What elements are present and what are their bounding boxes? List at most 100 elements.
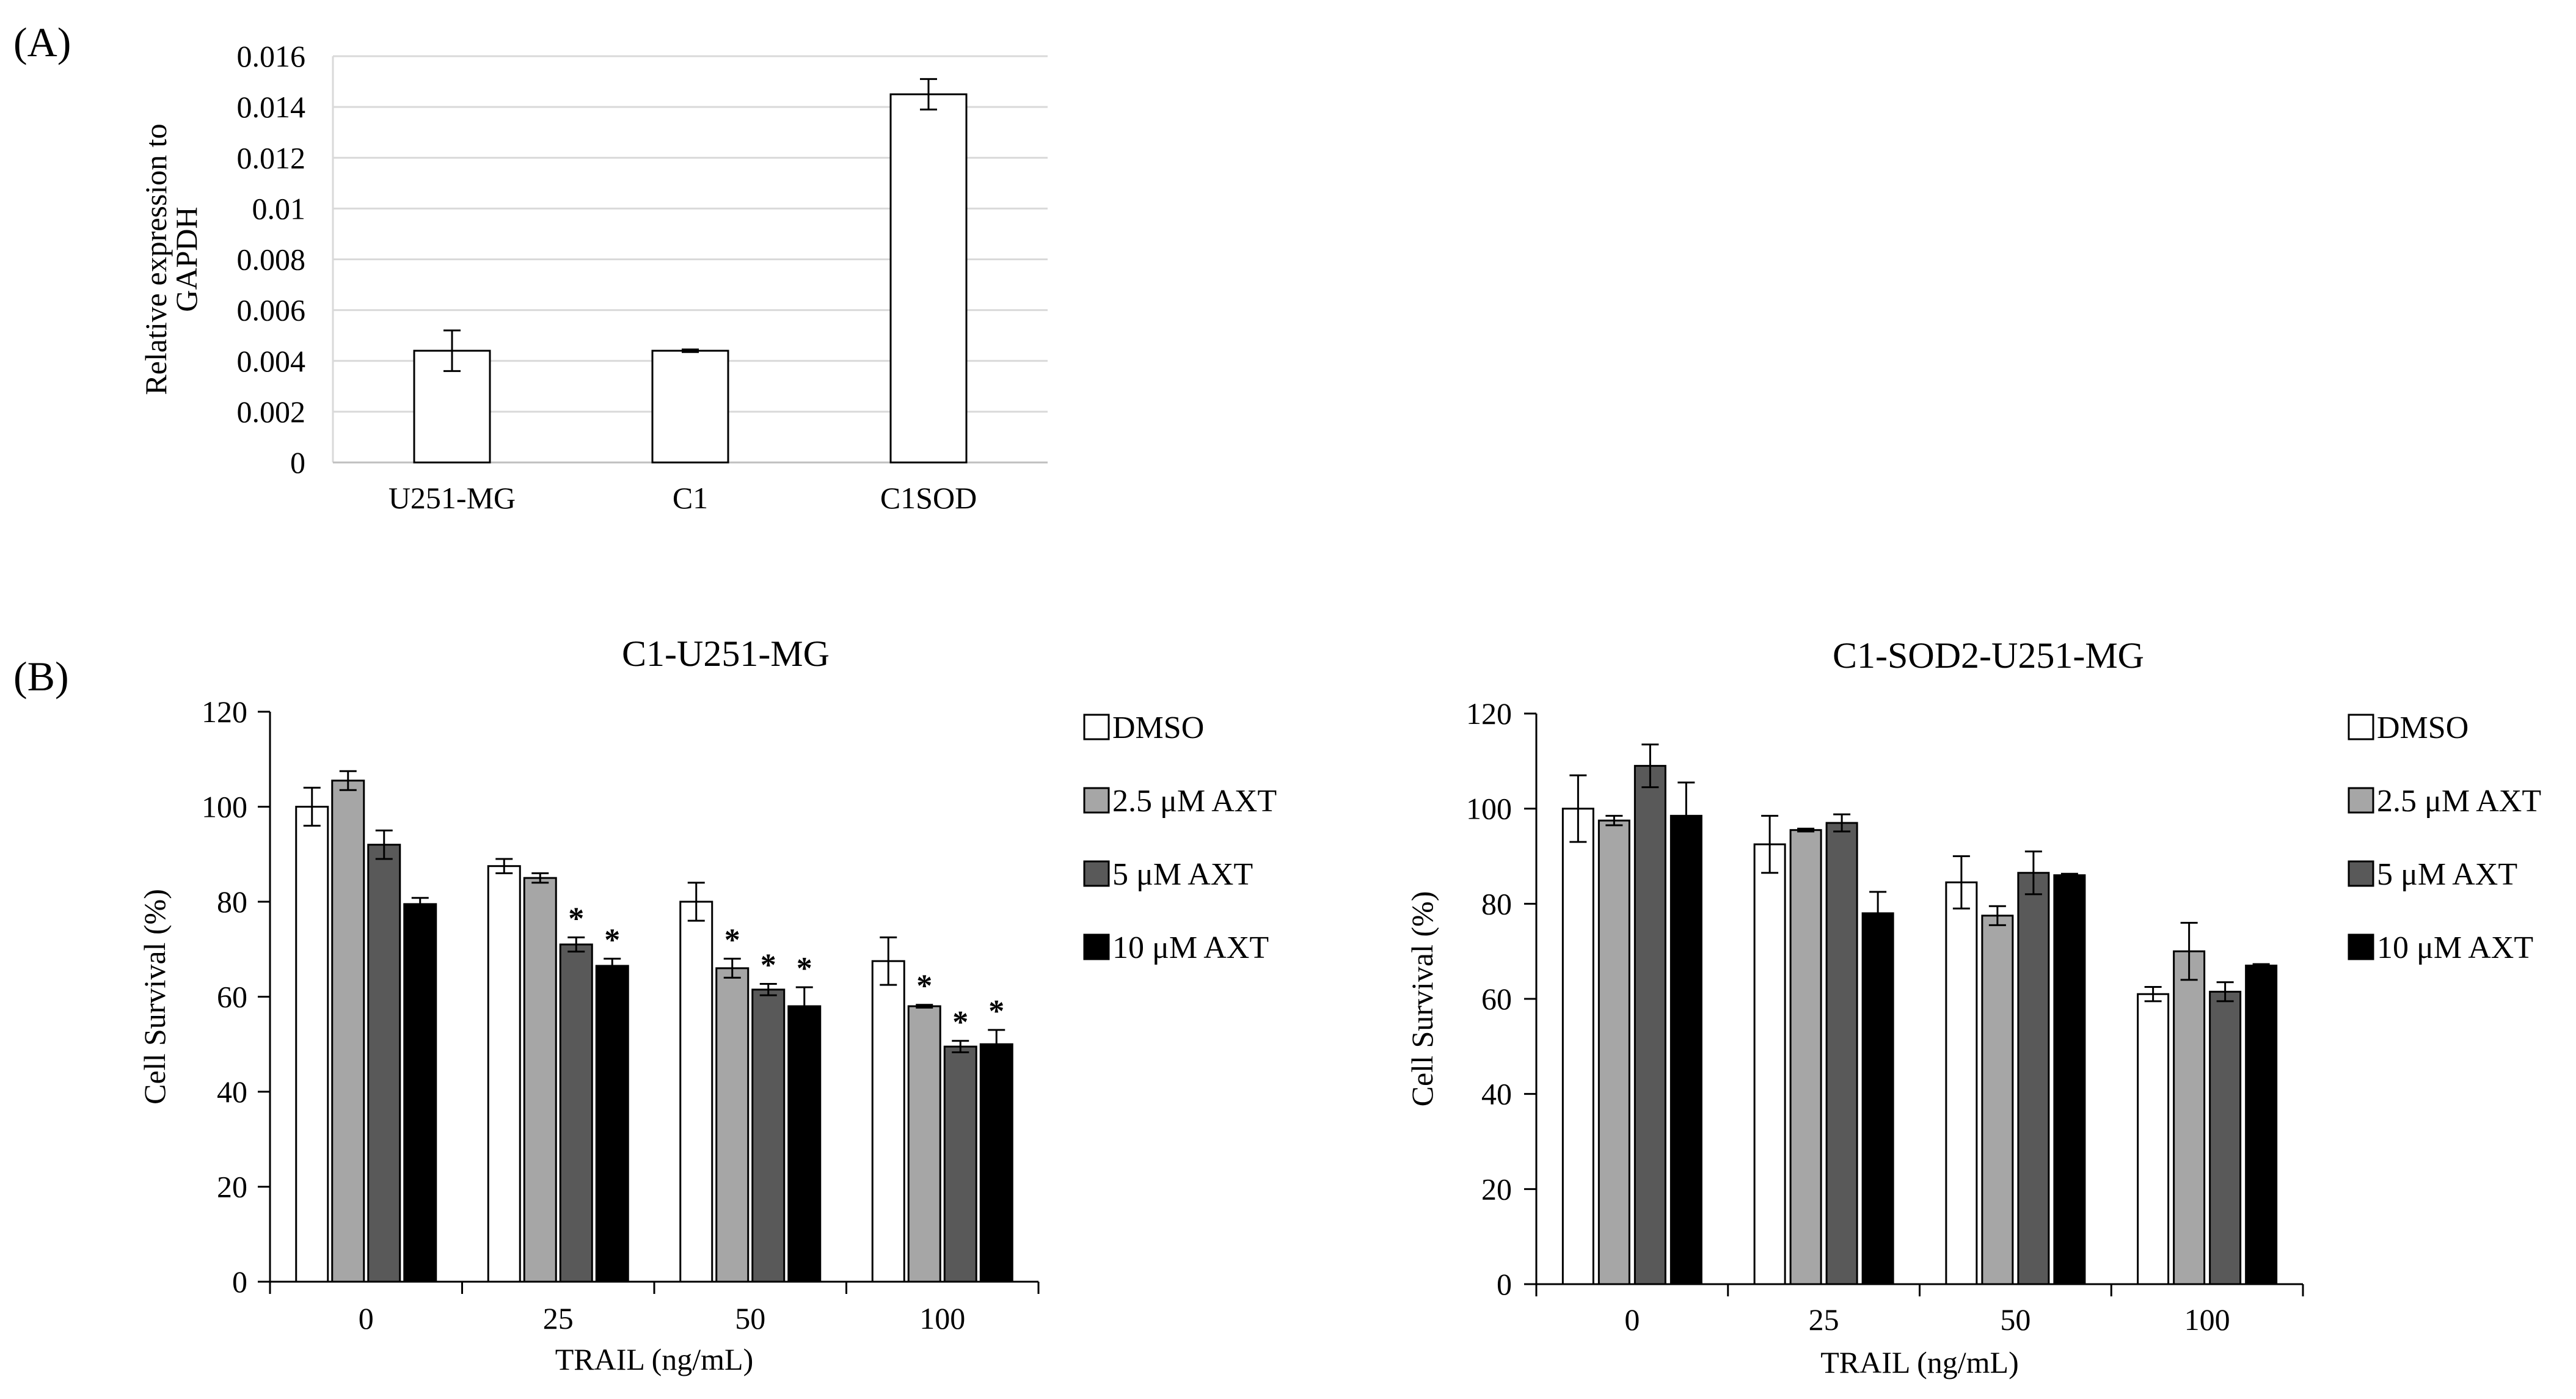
bar-2-5-m-axt-25: [1789, 829, 1822, 1285]
significance-star: *: [916, 969, 932, 1004]
chart-title: C1-U251-MG: [622, 634, 830, 674]
legend-swatch-2-5-m-axt: [1083, 787, 1110, 814]
x-category-label: 100: [2184, 1302, 2230, 1337]
bar-2-5-m-axt-0: [331, 780, 365, 1283]
legend-swatch-dmso: [1083, 714, 1110, 740]
bar-dmso-25: [487, 865, 521, 1283]
legend-label-dmso: DMSO: [2377, 710, 2468, 745]
bar-5-m-axt-25: [559, 943, 593, 1283]
legend-swatch-dmso: [2348, 714, 2374, 740]
x-category-label: 0: [359, 1301, 374, 1335]
bar-2-5-m-axt-0: [1597, 819, 1630, 1285]
bar-2-5-m-axt-25: [523, 877, 557, 1283]
legend-label-5-m-axt: 5 μM AXT: [1112, 857, 1253, 892]
bar-10-m-axt-25: [1861, 912, 1894, 1285]
y-tick-label: 40: [1481, 1077, 1512, 1111]
y-tick-label: 0: [232, 1265, 247, 1299]
significance-star: *: [604, 922, 620, 957]
y-axis-label-line: GAPDH: [169, 206, 203, 312]
chart-title: C1-SOD2-U251-MG: [1833, 635, 2144, 676]
y-tick-label: 80: [217, 885, 247, 919]
bar-5-m-axt-0: [367, 844, 401, 1283]
bar-dmso-100: [2137, 993, 2170, 1285]
bar-10-m-axt-25: [595, 965, 629, 1283]
x-category-label: C1: [673, 481, 708, 515]
significance-star: *: [761, 948, 776, 983]
bar-dmso-0: [1561, 808, 1594, 1285]
y-tick-label: 100: [202, 790, 247, 824]
bar-10-m-axt-100: [2245, 965, 2278, 1285]
bar-dmso-25: [1753, 843, 1786, 1285]
x-category-label: 0: [1624, 1302, 1640, 1337]
bar-2-5-m-axt-50: [1981, 915, 2014, 1285]
y-tick-label: 0.002: [237, 395, 306, 429]
y-tick-label: 0.016: [237, 39, 306, 73]
bar-10-m-axt-50: [787, 1005, 822, 1283]
bar-dmso-50: [679, 900, 713, 1283]
legend-swatch-10-m-axt: [2348, 933, 2374, 960]
bar-5-m-axt-100: [2209, 990, 2242, 1285]
x-category-label: 25: [543, 1301, 574, 1335]
y-axis-label: Relative expression toGAPDH: [139, 123, 203, 395]
y-tick-label: 60: [217, 980, 247, 1014]
bar-10-m-axt-100: [979, 1043, 1013, 1283]
y-tick-label: 0.01: [252, 191, 306, 225]
legend-swatch-5-m-axt: [2348, 860, 2374, 887]
legend-label-2-5-m-axt: 2.5 μM AXT: [2377, 784, 2541, 819]
y-axis-label: Cell Survival (%): [1405, 891, 1439, 1107]
bar-10-m-axt-0: [403, 903, 437, 1283]
y-tick-label: 0.004: [237, 344, 306, 378]
bar-10-m-axt-50: [2053, 874, 2086, 1285]
legend-swatch-5-m-axt: [1083, 860, 1110, 887]
bar-dmso-100: [871, 960, 905, 1283]
bar-dmso-50: [1945, 881, 1978, 1285]
bar-10-m-axt-0: [1669, 814, 1702, 1285]
x-category-label: 50: [2000, 1302, 2031, 1337]
y-tick-label: 0: [290, 445, 305, 480]
y-tick-label: 20: [1481, 1172, 1512, 1206]
y-axis-label-line: Relative expression to: [139, 123, 173, 395]
significance-star: *: [724, 922, 740, 957]
legend-label-5-m-axt: 5 μM AXT: [2377, 857, 2517, 892]
x-axis-label: TRAIL (ng/mL): [555, 1342, 753, 1376]
y-tick-label: 0.014: [237, 90, 306, 124]
x-category-label: 100: [919, 1301, 965, 1335]
bar-5-m-axt-100: [943, 1045, 977, 1283]
x-category-label: U251-MG: [389, 481, 516, 515]
bar-5-m-axt-50: [751, 988, 786, 1283]
y-tick-label: 40: [217, 1075, 247, 1109]
legend-label-dmso: DMSO: [1112, 710, 1204, 745]
legend-label-10-m-axt: 10 μM AXT: [1112, 930, 1269, 965]
bar-2-5-m-axt-50: [715, 967, 750, 1283]
y-tick-label: 0.006: [237, 293, 306, 327]
significance-star: *: [952, 1005, 968, 1040]
x-axis-label: TRAIL (ng/mL): [1820, 1345, 2018, 1379]
x-category-label: C1SOD: [880, 481, 977, 515]
significance-star: *: [797, 951, 812, 986]
bar-5-m-axt-50: [2017, 872, 2050, 1285]
panel-label-a: (A): [13, 19, 71, 65]
y-tick-label: 120: [1466, 696, 1512, 731]
chart-b-c1-sod2-u251-mg: 0 20 40 60 80 100 120 0 25 50 100 Cell Survival (%)…: [1405, 635, 2541, 1379]
bar-5-m-axt-25: [1825, 822, 1858, 1285]
y-tick-label: 20: [217, 1170, 247, 1204]
bar-relative-expression-c1: [651, 349, 729, 464]
y-tick-label: 0: [1497, 1267, 1512, 1301]
significance-star: *: [568, 901, 584, 936]
chart-a-relative-expression: 0 0.002 0.004 0.006 0.008 0.01 0.012 0.014 0.016…: [139, 39, 1048, 515]
bar-2-5-m-axt-100: [907, 1005, 941, 1283]
y-tick-label: 60: [1481, 982, 1512, 1016]
bar-5-m-axt-0: [1633, 765, 1666, 1285]
legend-swatch-2-5-m-axt: [2348, 787, 2374, 814]
chart-b-c1-u251-mg: 0 20 40 60 80 100 120 0 * * 25 * * * 50 * * * 100 Cell Surv…: [137, 634, 1277, 1376]
y-tick-label: 80: [1481, 886, 1512, 921]
y-tick-label: 0.008: [237, 243, 306, 277]
y-tick-label: 100: [1466, 792, 1512, 826]
bar-relative-expression-c1sod: [889, 93, 968, 464]
legend-label-2-5-m-axt: 2.5 μM AXT: [1112, 784, 1277, 819]
bar-dmso-0: [295, 806, 329, 1283]
panel-label-b: (B): [13, 653, 69, 699]
bar-2-5-m-axt-100: [2173, 950, 2206, 1285]
y-axis-label: Cell Survival (%): [137, 889, 172, 1105]
